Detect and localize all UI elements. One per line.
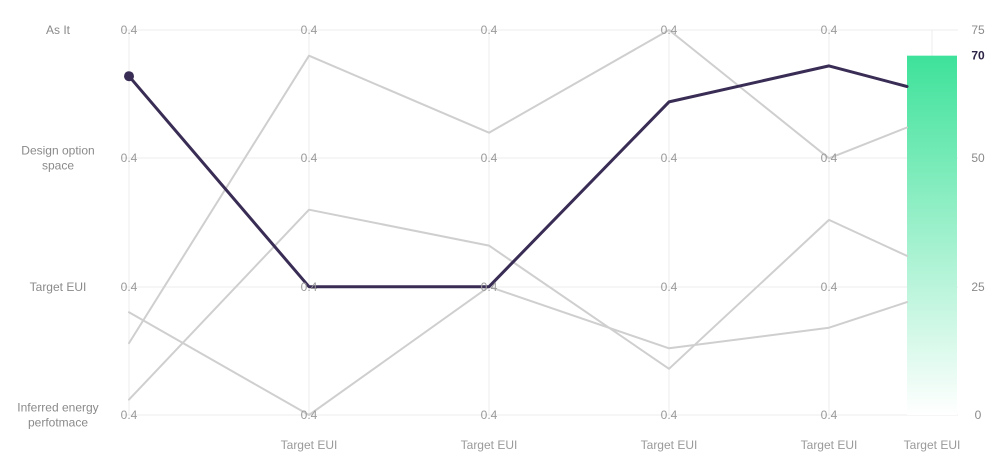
highlight-series-line <box>127 64 909 289</box>
axis-title-3: Target EUI <box>641 438 698 452</box>
axis-title-2: Target EUI <box>461 438 518 452</box>
axis-title-1: Target EUI <box>281 438 338 452</box>
scale-tick-1: 50 <box>971 151 985 165</box>
tick-label-3-2: 0.4 <box>661 280 678 294</box>
row-label-0: As It <box>46 23 71 37</box>
row-label-3: perfotmace <box>28 416 88 430</box>
series-line-2 <box>128 285 908 416</box>
tick-label-0-3: 0.4 <box>121 408 138 422</box>
color-scale <box>907 55 957 416</box>
tick-label-4-0: 0.4 <box>821 23 838 37</box>
tick-label-0-1: 0.4 <box>121 151 138 165</box>
tick-label-0-0: 0.4 <box>121 23 138 37</box>
tick-label-2-3: 0.4 <box>481 408 498 422</box>
color-scale-bar <box>907 55 957 416</box>
scale-tick-2: 25 <box>971 280 985 294</box>
tick-label-1-2: 0.4 <box>301 280 318 294</box>
scale-tick-0: 75 <box>971 23 985 37</box>
tick-label-2-1: 0.4 <box>481 151 498 165</box>
tick-label-3-3: 0.4 <box>661 408 678 422</box>
row-label-2: Target EUI <box>30 280 87 294</box>
tick-label-1-1: 0.4 <box>301 151 318 165</box>
tick-label-1-0: 0.4 <box>301 23 318 37</box>
tick-label-2-0: 0.4 <box>481 23 498 37</box>
axis-titles: Target EUI Target EUI Target EUI Target EUI… <box>281 438 961 452</box>
series-line-0 <box>128 29 908 345</box>
tick-label-4-3: 0.4 <box>821 408 838 422</box>
row-label-1: space <box>42 159 74 173</box>
highlight-series-point <box>124 71 134 82</box>
tick-label-3-0: 0.4 <box>661 23 678 37</box>
axis-tick-labels: 0.4 0.4 0.4 0.4 0.4 0.4 0.4 0.4 0.4 0.4 0.4 0.4 0.4 0… <box>121 23 838 422</box>
color-scale-ticks: 75 50 25 0 70 <box>971 23 985 422</box>
tick-label-4-1: 0.4 <box>821 151 838 165</box>
series-lines <box>124 29 909 416</box>
row-label-1: Design option <box>21 144 94 158</box>
tick-label-0-2: 0.4 <box>121 280 138 294</box>
series-line-1 <box>128 208 908 401</box>
scale-axis-title: Target EUI <box>904 438 961 452</box>
row-label-3: Inferred energy <box>17 401 98 415</box>
tick-label-4-2: 0.4 <box>821 280 838 294</box>
axis-title-4: Target EUI <box>801 438 858 452</box>
tick-label-3-1: 0.4 <box>661 151 678 165</box>
scale-tick-3: 0 <box>975 408 982 422</box>
tick-label-1-3: 0.4 <box>301 408 318 422</box>
tick-label-2-2: 0.4 <box>481 280 498 294</box>
scale-value-label: 70 <box>971 49 985 63</box>
